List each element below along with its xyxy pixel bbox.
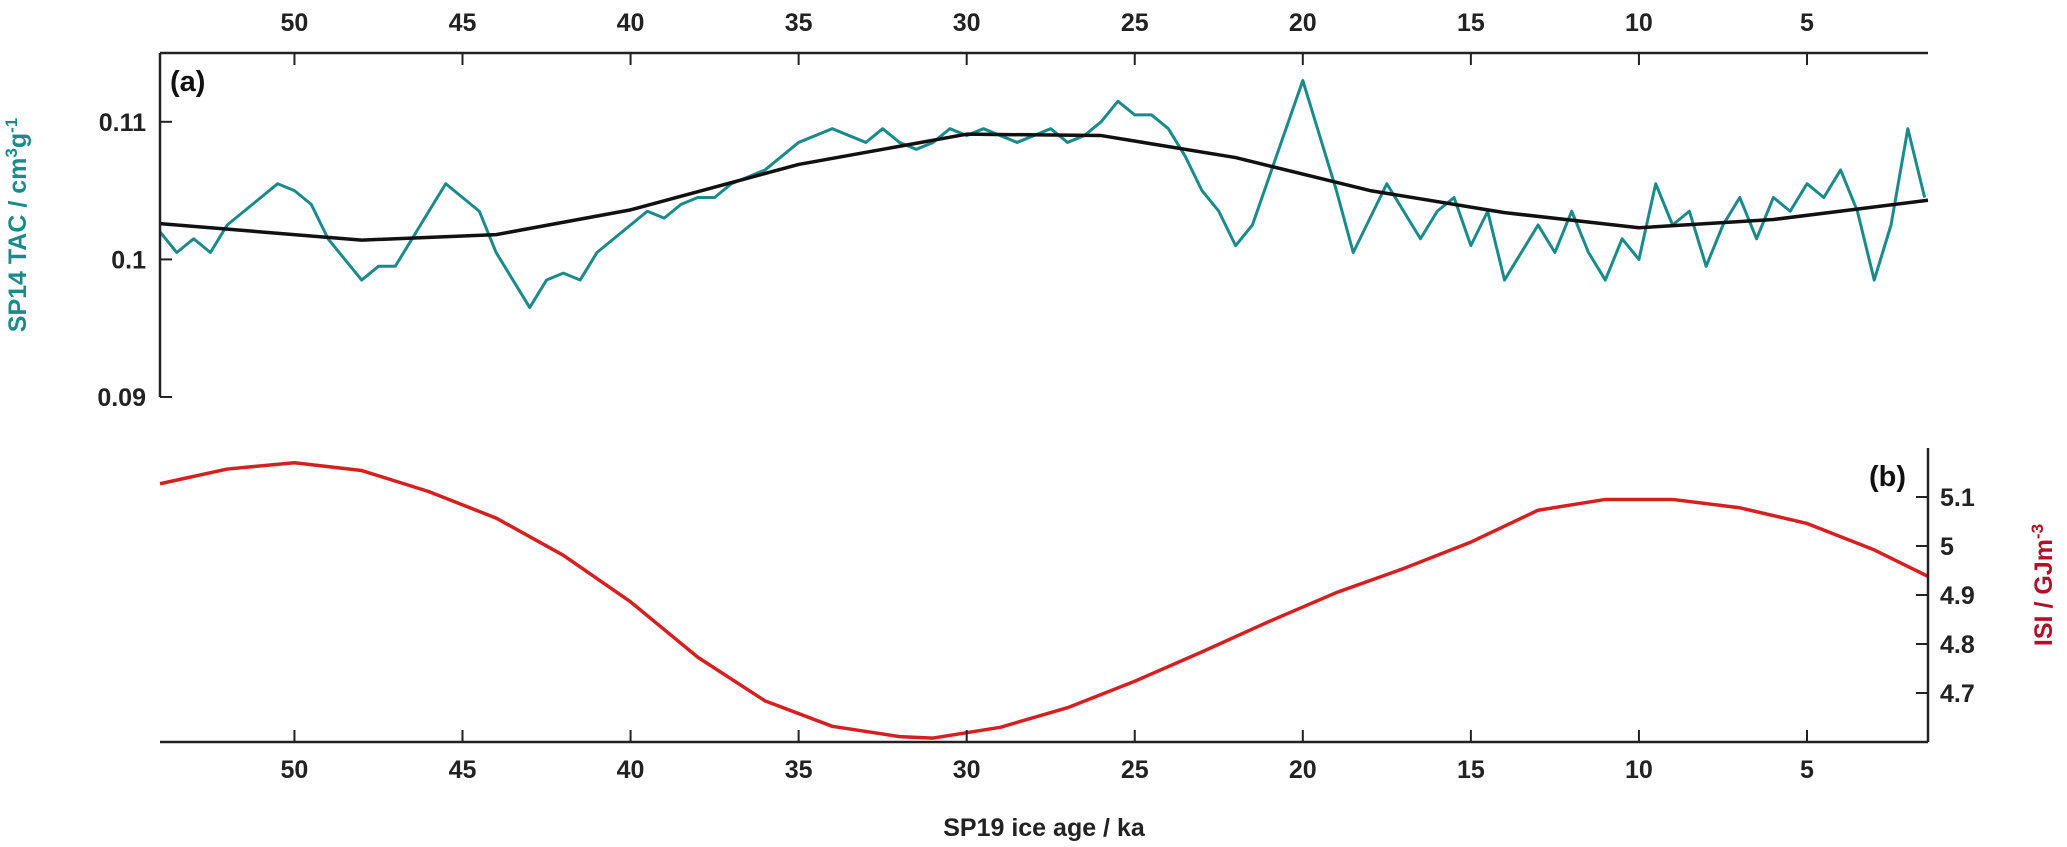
x-tick-label: 20	[1289, 756, 1317, 784]
y-tick-label: 0.09	[97, 384, 146, 412]
x-tick-label: 30	[953, 756, 981, 784]
y-label-superscript: -1	[2, 118, 21, 133]
x-tick-label: 30	[953, 9, 981, 37]
y-axis-label: ISI / GJm-3	[2028, 524, 2059, 646]
panel-label: (a)	[170, 66, 205, 98]
y-label-text: ISI / GJm	[2030, 539, 2058, 646]
y-tick-label: 5.1	[1940, 484, 1975, 512]
x-tick-label: 10	[1625, 756, 1653, 784]
y-label-text: SP14 TAC / cm	[4, 158, 32, 333]
data-line	[159, 460, 1929, 740]
x-tick-label: 50	[281, 756, 309, 784]
x-tick-label: 45	[449, 9, 477, 37]
y-tick-label: 4.9	[1940, 582, 1975, 610]
x-tick-label: 25	[1121, 756, 1149, 784]
x-tick-label: 15	[1457, 9, 1485, 37]
y-axis-label: SP14 TAC / cm3g-1	[2, 118, 33, 332]
x-tick-label: 40	[617, 756, 645, 784]
x-tick-label: 45	[449, 756, 477, 784]
x-tick-label: 10	[1625, 9, 1653, 37]
y-tick-label: 5	[1940, 533, 1954, 561]
panel-label: (b)	[1869, 461, 1906, 493]
x-tick-label: 35	[785, 756, 813, 784]
x-tick-label: 40	[617, 9, 645, 37]
x-tick-label: 20	[1289, 9, 1317, 37]
x-tick-label: 25	[1121, 9, 1149, 37]
data-line	[159, 132, 1929, 242]
y-tick-label: 4.8	[1940, 631, 1975, 659]
x-tick-label: 35	[785, 9, 813, 37]
y-label-text: g	[4, 133, 32, 148]
y-tick-label: 4.7	[1940, 680, 1975, 708]
y-tick-label: 0.11	[99, 109, 146, 137]
data-line	[158, 79, 1927, 310]
x-axis-label: SP19 ice age / ka	[943, 814, 1146, 842]
x-tick-label: 5	[1800, 9, 1814, 37]
x-tick-label: 50	[281, 9, 309, 37]
x-tick-label: 5	[1800, 756, 1814, 784]
x-tick-label: 15	[1457, 756, 1485, 784]
y-label-superscript: -3	[2028, 524, 2047, 539]
y-tick-label: 0.1	[111, 246, 146, 274]
y-label-superscript: 3	[2, 148, 21, 157]
